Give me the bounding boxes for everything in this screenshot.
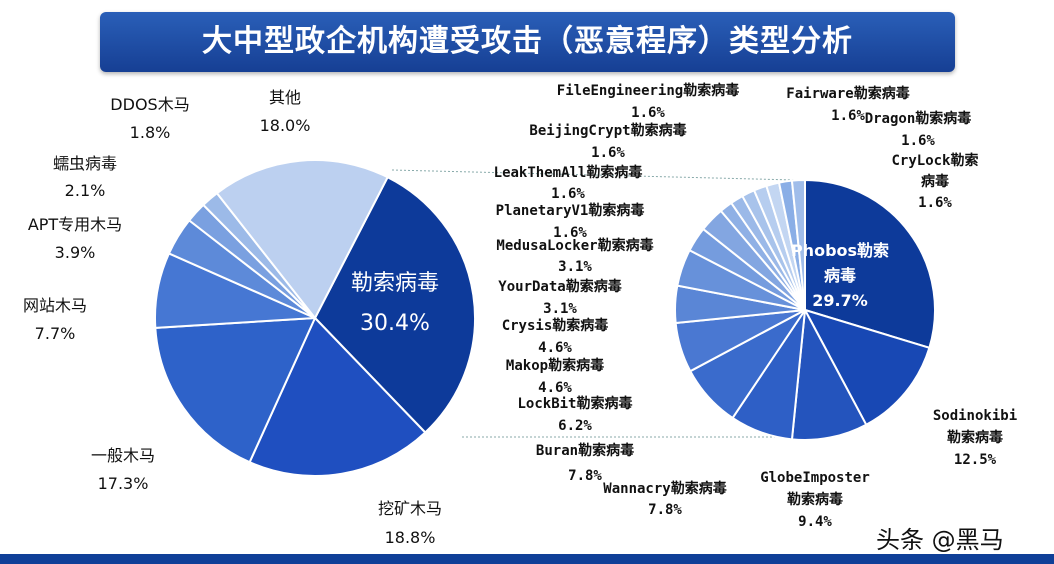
pie2-label-10: PlanetaryV1勒索病毒 1.6% <box>496 202 645 241</box>
pie2-slice-0 <box>804 178 936 350</box>
pie2-label-8: YourData勒索病毒 3.1% <box>498 278 621 317</box>
pie2-label-12: BeijingCrypt勒索病毒 1.6% <box>529 122 686 161</box>
pie2-label-16: CryLock勒索病毒 1.6% <box>891 152 978 211</box>
pie1-label-3: 网站木马 7.7% <box>23 296 87 343</box>
pie2-label-0: Phobos勒索病毒 29.7% <box>791 241 889 310</box>
pie2-label-14: Fairware勒索病毒 1.6% <box>786 85 909 124</box>
pie2-label-11: LeakThemAll勒索病毒 1.6% <box>494 164 643 202</box>
pie1-label-0: 勒索病毒 30.4% <box>351 271 439 336</box>
pie2-slice-2 <box>790 306 868 441</box>
watermark: 头条 @黑马 <box>876 526 1004 554</box>
pie1-label-6: DDOS木马 1.8% <box>110 95 189 142</box>
pie1-slice-2 <box>154 316 317 464</box>
pie2-label-2: GlobeImposter 勒索病毒 9.4% <box>760 470 870 530</box>
connector-line-top <box>391 169 796 181</box>
pie2-label-5: LockBit勒索病毒 6.2% <box>517 395 632 434</box>
pie1-label-4: APT专用木马 3.9% <box>28 215 122 262</box>
bottom-bar <box>0 554 1054 564</box>
pie1-slice-1 <box>248 316 427 477</box>
pie2-label-13: FileEngineering勒索病毒 1.6% <box>557 82 739 121</box>
chart-title: 大中型政企机构遭受攻击（恶意程序）类型分析 <box>100 12 955 72</box>
pie1-slice-7 <box>215 159 389 320</box>
pie2-label-1: Sodinokibi 勒索病毒 12.5% <box>933 408 1017 468</box>
pie2-slice-16 <box>790 178 806 311</box>
pie1-label-7: 其他 18.0% <box>260 88 311 135</box>
pie2-label-15: Dragon勒索病毒 1.6% <box>865 110 972 149</box>
pie2-slice-1 <box>802 308 931 427</box>
pie1-label-1: 挖矿木马 18.8% <box>378 499 442 547</box>
pie2-label-6: Makop勒索病毒 4.6% <box>506 357 604 396</box>
pie2-label-4: Buran勒索病毒 7.8% <box>536 442 634 484</box>
pie2-label-3: Wannacry勒索病毒 7.8% <box>603 480 726 518</box>
pie1-label-5: 蠕虫病毒 2.1% <box>53 154 117 200</box>
pie2-label-7: Crysis勒索病毒 4.6% <box>502 317 609 356</box>
pie2-label-9: MedusaLocker勒索病毒 3.1% <box>496 237 653 275</box>
pie1-label-2: 一般木马 17.3% <box>91 446 155 493</box>
